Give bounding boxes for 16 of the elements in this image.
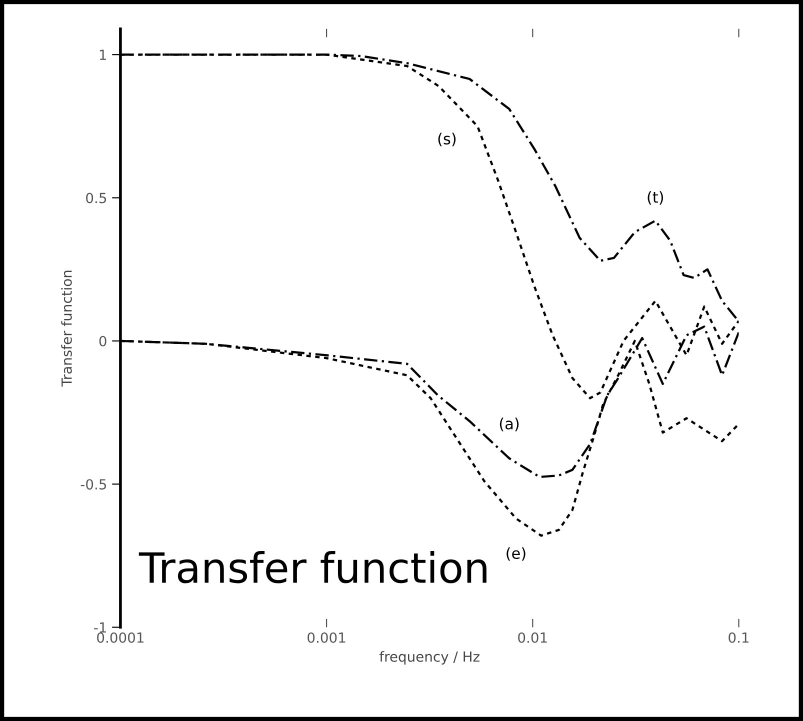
y-tick-label: -1 <box>94 622 106 633</box>
x-tick-label: 0.001 <box>308 632 346 643</box>
series-label: (a) <box>500 418 519 432</box>
x-axis-title: frequency / Hz <box>379 651 480 665</box>
series-label: (e) <box>506 547 526 561</box>
y-tick-label: 1 <box>100 50 106 60</box>
y-axis-title: Transfer function <box>61 270 72 387</box>
series-label: (s) <box>438 132 456 146</box>
y-tick-label: 0.5 <box>86 192 106 204</box>
x-tick-label: 0.0001 <box>97 632 144 643</box>
y-tick-label: 0 <box>99 336 106 346</box>
x-tick-label: 0.01 <box>518 632 547 643</box>
annotation: Transfer function <box>138 551 486 584</box>
y-tick-label: -0.5 <box>80 479 106 490</box>
series-label: (t) <box>648 191 664 205</box>
x-tick-label: 0.1 <box>728 632 749 643</box>
